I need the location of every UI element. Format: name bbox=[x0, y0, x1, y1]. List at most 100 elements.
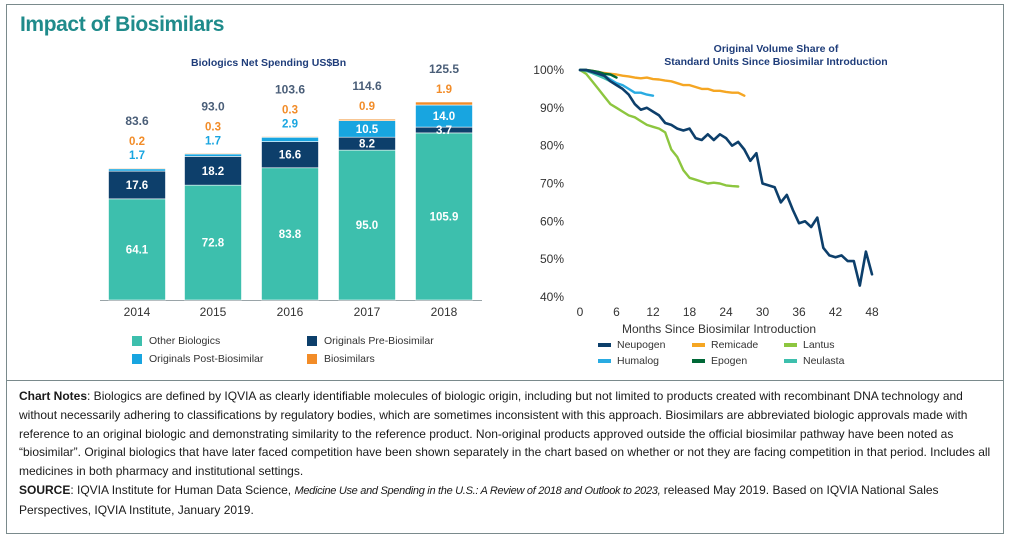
chart-notes: Chart Notes: Biologics are defined by IQ… bbox=[19, 387, 997, 520]
bar-total-label: 83.6 bbox=[125, 114, 149, 128]
bar-segment-biosimilars bbox=[184, 152, 242, 155]
legend-label: Other Biologics bbox=[149, 335, 221, 347]
bar-total-label: 114.6 bbox=[352, 79, 382, 93]
legend-swatch bbox=[784, 359, 797, 363]
source-paragraph: SOURCE: IQVIA Institute for Human Data S… bbox=[19, 481, 997, 520]
bar-label-originals-post: 10.5 bbox=[356, 124, 379, 136]
legend-item-epogen: Epogen bbox=[692, 355, 747, 367]
bar-segment-other-biologics bbox=[261, 167, 319, 301]
bar-label-other-biologics: 72.8 bbox=[202, 238, 225, 250]
bar-total-label: 93.0 bbox=[201, 99, 225, 113]
bar-label-originals-post: 1.7 bbox=[129, 150, 145, 162]
line-series-lantus bbox=[578, 68, 740, 188]
bar-x-tick-label: 2017 bbox=[354, 305, 381, 319]
bar-label-originals-post: 2.9 bbox=[282, 119, 298, 131]
legend-swatch bbox=[598, 343, 611, 347]
bar-segment-originals-pre bbox=[108, 170, 166, 200]
line-x-tick-label: 24 bbox=[719, 305, 733, 319]
line-x-tick-label: 18 bbox=[683, 305, 697, 319]
bar-label-other-biologics: 105.9 bbox=[430, 211, 459, 223]
bar-segment-other-biologics bbox=[338, 149, 396, 301]
bar-segment-originals-pre bbox=[261, 141, 319, 169]
legend-item-biosimilars: Biosimilars bbox=[307, 353, 375, 365]
legend-swatch bbox=[132, 336, 142, 346]
line-x-tick-label: 36 bbox=[792, 305, 806, 319]
line-x-tick-label: 30 bbox=[756, 305, 770, 319]
bar-segment-other-biologics bbox=[184, 184, 242, 301]
line-x-tick-label: 12 bbox=[646, 305, 660, 319]
chart-notes-text: : Biologics are defined by IQVIA as clea… bbox=[19, 389, 991, 479]
legend-swatch bbox=[692, 343, 705, 347]
line-y-tick-label: 50% bbox=[540, 252, 564, 266]
legend-label: Remicade bbox=[711, 339, 759, 351]
line-chart-title: Original Volume Share of Standard Units … bbox=[600, 43, 952, 69]
bar-label-originals-pre: 8.2 bbox=[359, 139, 375, 151]
bar-segment-biosimilars bbox=[108, 167, 166, 170]
figure-frame bbox=[6, 4, 1004, 534]
bar-segment-originals-post bbox=[261, 136, 319, 142]
bar-label-biosimilars: 1.9 bbox=[436, 84, 452, 96]
bar-segment-other-biologics bbox=[415, 132, 473, 301]
legend-swatch bbox=[598, 359, 611, 363]
legend-swatch bbox=[132, 354, 142, 364]
source-text-2: released May 2019. Based on IQVIA Nation… bbox=[19, 482, 939, 517]
legend-item-originals-pre: Originals Pre-Biosimilar bbox=[307, 335, 434, 347]
legend-label: Epogen bbox=[711, 355, 748, 367]
line-chart-title-line2: Standard Units Since Biosimilar Introduc… bbox=[664, 56, 888, 68]
legend-label: Originals Pre-Biosimilar bbox=[324, 335, 434, 347]
legend-swatch bbox=[307, 336, 317, 346]
bar-label-originals-pre: 17.6 bbox=[126, 180, 148, 192]
legend-label: Humalog bbox=[617, 355, 660, 367]
notes-divider bbox=[6, 380, 1004, 381]
source-text-1: : IQVIA Institute for Human Data Science… bbox=[70, 482, 295, 497]
legend-item-other-biologics: Other Biologics bbox=[132, 335, 220, 347]
bar-label-biosimilars: 0.3 bbox=[282, 105, 298, 117]
line-x-tick-label: 0 bbox=[577, 305, 584, 319]
page-title: Impact of Biosimilars bbox=[20, 13, 224, 36]
legend-item-lantus: Lantus bbox=[784, 339, 835, 351]
chart-notes-paragraph: Chart Notes: Biologics are defined by IQ… bbox=[19, 387, 997, 481]
bar-label-biosimilars: 0.3 bbox=[205, 121, 221, 133]
bar-label-originals-pre: 16.6 bbox=[279, 150, 301, 162]
line-series-neupogen bbox=[578, 68, 874, 287]
bar-label-originals-pre: 18.2 bbox=[202, 166, 224, 178]
bar-segment-other-biologics bbox=[108, 198, 166, 301]
chart-notes-label: Chart Notes bbox=[19, 389, 88, 403]
bar-label-originals-post: 14.0 bbox=[433, 111, 455, 123]
bar-label-other-biologics: 95.0 bbox=[356, 220, 378, 232]
bar-label-other-biologics: 83.8 bbox=[279, 229, 302, 241]
bar-label-originals-pre: 3.7 bbox=[436, 125, 452, 137]
legend-label: Lantus bbox=[803, 339, 835, 351]
legend-label: Neupogen bbox=[617, 339, 666, 351]
source-label: SOURCE bbox=[19, 482, 71, 497]
bar-x-tick-label: 2014 bbox=[124, 305, 151, 319]
line-y-tick-label: 80% bbox=[540, 139, 564, 153]
line-x-tick-label: 6 bbox=[613, 305, 620, 319]
legend-swatch bbox=[692, 359, 705, 363]
bar-total-label: 103.6 bbox=[275, 83, 305, 97]
legend-label: Originals Post-Biosimilar bbox=[149, 353, 264, 365]
bar-total-label: 125.5 bbox=[429, 62, 459, 76]
bar-segment-biosimilars bbox=[338, 118, 396, 121]
legend-item-humalog: Humalog bbox=[598, 355, 659, 367]
bar-segment-biosimilars bbox=[415, 101, 473, 106]
legend-item-neupogen: Neupogen bbox=[598, 339, 665, 351]
line-y-tick-label: 90% bbox=[540, 101, 564, 115]
bar-label-originals-post: 1.7 bbox=[205, 135, 221, 147]
line-y-tick-label: 100% bbox=[533, 63, 564, 77]
legend-swatch bbox=[307, 354, 317, 364]
line-x-axis-label: Months Since Biosimilar Introduction bbox=[622, 322, 816, 336]
bar-label-biosimilars: 0.9 bbox=[359, 101, 375, 113]
bar-segment-originals-pre bbox=[184, 156, 242, 186]
legend-item-remicade: Remicade bbox=[692, 339, 758, 351]
line-x-tick-label: 42 bbox=[829, 305, 843, 319]
bar-x-tick-label: 2015 bbox=[200, 305, 227, 319]
legend-item-neulasta: Neulasta bbox=[784, 355, 844, 367]
bar-segment-biosimilars bbox=[261, 136, 319, 138]
bar-x-tick-label: 2016 bbox=[277, 305, 304, 319]
legend-label: Neulasta bbox=[803, 355, 845, 367]
line-y-tick-label: 40% bbox=[540, 290, 564, 304]
line-y-tick-label: 60% bbox=[540, 214, 564, 228]
legend-label: Biosimilars bbox=[324, 353, 375, 365]
